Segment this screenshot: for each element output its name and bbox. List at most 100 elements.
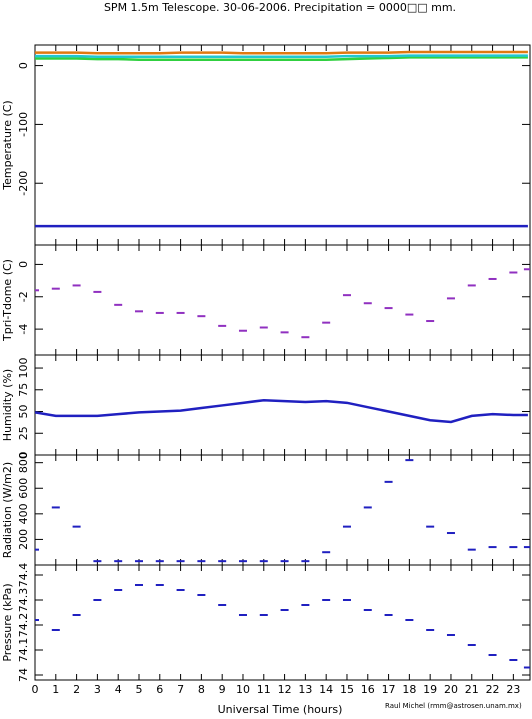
chart-title: SPM 1.5m Telescope. 30-06-2006. Precipit… xyxy=(104,1,456,14)
data-point xyxy=(114,560,123,563)
panel-frame xyxy=(34,354,531,456)
x-tick-label: 20 xyxy=(444,683,458,696)
data-point xyxy=(197,594,206,596)
x-tick-label: 1 xyxy=(52,683,59,696)
data-point xyxy=(384,614,393,616)
data-point xyxy=(35,289,39,292)
data-point xyxy=(176,560,185,563)
data-point xyxy=(488,277,497,280)
series-line xyxy=(35,56,528,61)
data-point xyxy=(446,297,455,300)
x-tick-label: 3 xyxy=(94,683,101,696)
data-point xyxy=(363,506,372,509)
y-tick-label: 74 xyxy=(17,668,30,682)
data-point xyxy=(155,311,164,314)
data-point xyxy=(280,331,289,334)
data-point xyxy=(134,560,143,563)
x-tick-label: 8 xyxy=(198,683,205,696)
data-point xyxy=(342,599,351,601)
data-point xyxy=(405,459,414,462)
series-line xyxy=(35,50,528,55)
x-tick-label: 12 xyxy=(278,683,292,696)
data-point xyxy=(446,634,455,636)
data-point xyxy=(51,629,60,631)
x-tick-label: 22 xyxy=(486,683,500,696)
data-point xyxy=(342,294,351,297)
data-point xyxy=(523,546,530,549)
y-tick-label: 74.3 xyxy=(17,588,30,613)
data-point xyxy=(134,310,143,313)
y-tick-label: -200 xyxy=(17,171,30,196)
data-point xyxy=(72,284,81,287)
data-point xyxy=(523,666,530,669)
y-axis-label: Tpri-Tdome (C) xyxy=(1,259,14,342)
y-tick-label: 25 xyxy=(17,426,30,440)
data-point xyxy=(467,284,476,287)
x-tick-label: 11 xyxy=(257,683,271,696)
data-point xyxy=(322,551,331,554)
data-point xyxy=(155,584,164,586)
data-point xyxy=(259,326,268,329)
y-tick-label: 400 xyxy=(17,503,30,524)
credit: Raul Michel (rmm@astrosen.unam.mx) xyxy=(385,702,522,710)
data-point xyxy=(51,506,60,509)
x-tick-label: 14 xyxy=(319,683,333,696)
y-tick-label: 74.2 xyxy=(17,613,30,638)
data-point xyxy=(509,546,518,549)
x-tick-label: 7 xyxy=(177,683,184,696)
data-point xyxy=(72,614,81,616)
x-tick-label: 0 xyxy=(32,683,39,696)
data-point xyxy=(426,525,435,528)
x-tick-label: 19 xyxy=(423,683,437,696)
x-tick-label: 16 xyxy=(361,683,375,696)
y-tick-label: 200 xyxy=(17,529,30,550)
y-tick-label: 75 xyxy=(17,383,30,397)
data-point xyxy=(259,614,268,616)
series-line xyxy=(35,54,528,59)
y-axis-label: Radiation (W/m2) xyxy=(1,462,14,558)
data-point xyxy=(405,313,414,316)
data-point xyxy=(384,307,393,310)
panel-frame xyxy=(34,44,531,246)
y-tick-label: 74.1 xyxy=(17,638,30,663)
data-point xyxy=(218,604,227,606)
y-tick-label: 800 xyxy=(17,452,30,473)
data-point xyxy=(176,589,185,591)
data-point xyxy=(51,287,60,290)
x-tick-label: 6 xyxy=(156,683,163,696)
data-point xyxy=(197,560,206,563)
data-point xyxy=(446,532,455,535)
y-tick-label: 0 xyxy=(17,62,30,69)
data-point xyxy=(301,604,310,606)
data-point xyxy=(72,525,81,528)
data-point xyxy=(523,268,530,271)
data-point xyxy=(35,548,39,551)
data-point xyxy=(280,560,289,563)
data-point xyxy=(93,560,102,563)
data-point xyxy=(426,320,435,323)
data-point xyxy=(176,311,185,314)
y-tick-label: 74.4 xyxy=(17,563,30,588)
panel-frame xyxy=(34,454,531,566)
x-tick-label: 18 xyxy=(402,683,416,696)
x-tick-label: 10 xyxy=(236,683,250,696)
data-point xyxy=(218,324,227,327)
panel-frame xyxy=(34,564,531,681)
data-point xyxy=(488,546,497,549)
data-point xyxy=(238,614,247,616)
data-point xyxy=(467,644,476,646)
data-point xyxy=(93,290,102,293)
y-tick-label: 600 xyxy=(17,478,30,499)
data-point xyxy=(363,609,372,611)
data-point xyxy=(35,619,39,621)
data-point xyxy=(405,619,414,621)
data-point xyxy=(280,609,289,611)
x-tick-label: 23 xyxy=(506,683,520,696)
y-axis-label: Pressure (kPa) xyxy=(1,583,14,661)
data-point xyxy=(114,303,123,306)
x-tick-label: 15 xyxy=(340,683,354,696)
y-axis-label: Humidity (%) xyxy=(1,369,14,441)
data-point xyxy=(155,560,164,563)
data-point xyxy=(134,584,143,586)
